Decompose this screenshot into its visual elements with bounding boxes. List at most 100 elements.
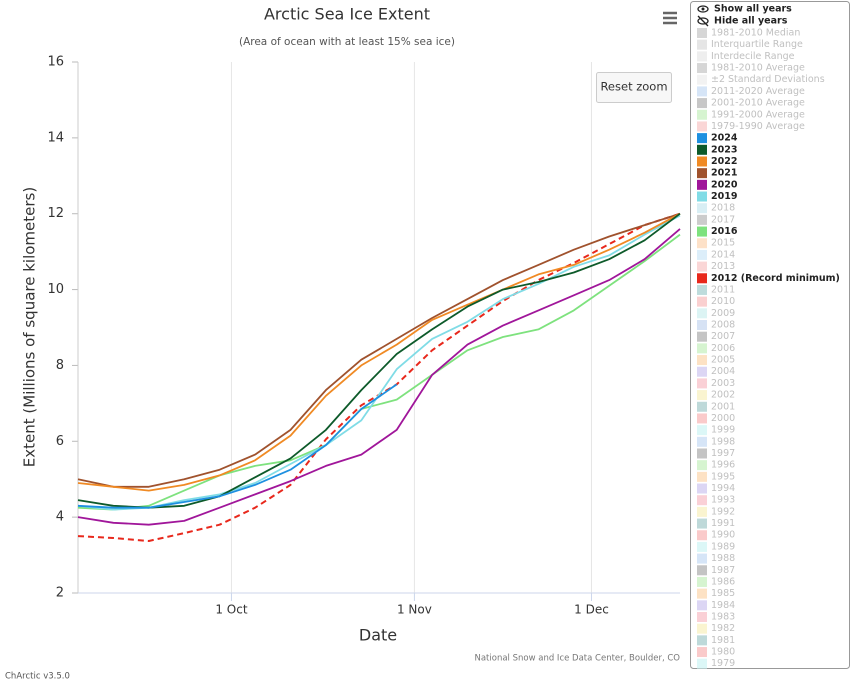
legend-item[interactable]: 2001 [697, 401, 735, 412]
hide-all[interactable]: Hide all years [697, 16, 788, 27]
show-all[interactable]: Show all years [697, 4, 792, 15]
legend-item[interactable]: 2013 [697, 261, 735, 272]
reset-zoom[interactable]: Reset zoom [596, 72, 672, 103]
legend-item[interactable]: 1993 [697, 495, 735, 506]
legend-label[interactable]: 1982 [711, 623, 735, 634]
legend-label[interactable]: 1979-1990 Average [711, 121, 805, 132]
reset-zoom-button[interactable] [596, 72, 672, 103]
legend-label[interactable]: 1991-2000 Average [711, 109, 805, 120]
legend-label[interactable]: 2003 [711, 378, 735, 389]
legend-label[interactable]: 2010 [711, 296, 735, 307]
legend-item[interactable]: 1986 [697, 576, 735, 587]
legend-item[interactable]: 2006 [697, 343, 735, 354]
legend-label[interactable]: 1989 [711, 541, 735, 552]
legend-item[interactable]: 2000 [697, 413, 735, 424]
legend-item[interactable]: 1980 [697, 647, 735, 658]
legend-label[interactable]: Interquartile Range [711, 39, 803, 50]
reset-zoom-label[interactable]: Reset zoom [600, 80, 667, 94]
legend-label[interactable]: 1994 [711, 483, 735, 494]
legend-label[interactable]: 1991 [711, 518, 735, 529]
legend-item[interactable]: 1983 [697, 612, 735, 623]
show-all-label[interactable]: Show all years [714, 4, 792, 15]
legend-item[interactable]: 1999 [697, 425, 735, 436]
legend-label[interactable]: 2002 [711, 390, 735, 401]
legend-label[interactable]: 1990 [711, 530, 735, 541]
legend-label[interactable]: 2017 [711, 214, 735, 225]
legend-item[interactable]: 1997 [697, 448, 735, 459]
legend-item[interactable]: 1979-1990 Average [697, 121, 805, 132]
legend-label[interactable]: 1996 [711, 460, 735, 471]
legend-label[interactable]: 1995 [711, 471, 735, 482]
legend-item[interactable]: 2015 [697, 238, 735, 249]
legend-item[interactable]: 2024 [697, 133, 738, 144]
legend-label[interactable]: 2013 [711, 261, 735, 272]
legend-item[interactable]: 1996 [697, 460, 735, 471]
legend-item[interactable]: 1982 [697, 623, 735, 634]
legend-label[interactable]: 2006 [711, 343, 735, 354]
legend-label[interactable]: 2011-2020 Average [711, 86, 805, 97]
legend-item[interactable]: 2011-2020 Average [697, 86, 805, 97]
legend-item[interactable]: 2007 [697, 331, 735, 342]
legend-label[interactable]: 2012 (Record minimum) [711, 273, 840, 284]
legend-item[interactable]: Interdecile Range [697, 51, 795, 62]
legend-item[interactable]: 2003 [697, 378, 735, 389]
legend-label[interactable]: 2009 [711, 308, 735, 319]
legend-label[interactable]: 1992 [711, 506, 735, 517]
legend-item[interactable]: 2001-2010 Average [697, 98, 805, 109]
legend-item[interactable]: 1991-2000 Average [697, 109, 805, 120]
legend-label[interactable]: 1993 [711, 495, 735, 506]
legend-label[interactable]: 1983 [711, 612, 735, 623]
legend-item[interactable]: 1985 [697, 588, 735, 599]
legend-label[interactable]: 1986 [711, 576, 735, 587]
legend-item[interactable]: 2014 [697, 249, 735, 260]
legend-label[interactable]: ±2 Standard Deviations [711, 74, 825, 85]
legend-item[interactable]: 1981-2010 Average [697, 63, 805, 74]
legend-item[interactable]: 1981 [697, 635, 735, 646]
legend-label[interactable]: 1997 [711, 448, 735, 459]
legend-item[interactable]: Interquartile Range [697, 39, 803, 50]
legend-label[interactable]: 1984 [711, 600, 735, 611]
legend-item[interactable]: 1998 [697, 436, 735, 447]
legend-item[interactable]: 2017 [697, 214, 735, 225]
legend-item[interactable]: 2021 [697, 168, 737, 179]
legend-label[interactable]: 2008 [711, 320, 735, 331]
legend-item[interactable]: 1979 [697, 658, 735, 669]
legend-label[interactable]: 1981-2010 Median [711, 28, 800, 39]
legend-label[interactable]: 1998 [711, 436, 735, 447]
legend-label[interactable]: 1999 [711, 425, 735, 436]
legend-label[interactable]: 2018 [711, 203, 735, 214]
legend-label[interactable]: 2024 [711, 133, 738, 144]
legend-item[interactable]: 1984 [697, 600, 735, 611]
legend-item[interactable]: 2004 [697, 366, 735, 377]
legend-item[interactable]: 2010 [697, 296, 735, 307]
legend-label[interactable]: Interdecile Range [711, 51, 795, 62]
legend-label[interactable]: 2023 [711, 144, 737, 155]
legend-item[interactable]: 1990 [697, 530, 735, 541]
legend-item[interactable]: 2011 [697, 284, 735, 295]
legend-item[interactable]: 1992 [697, 506, 735, 517]
legend-item[interactable]: 1981-2010 Median [697, 28, 800, 39]
legend-item[interactable]: 1989 [697, 541, 735, 552]
legend-item[interactable]: 2009 [697, 308, 735, 319]
legend-item[interactable]: 1994 [697, 483, 735, 494]
legend-item[interactable]: 2012 (Record minimum) [697, 273, 840, 284]
legend-item[interactable]: 2020 [697, 179, 738, 190]
legend-item[interactable]: 1987 [697, 565, 735, 576]
legend-label[interactable]: 2014 [711, 249, 735, 260]
legend-label[interactable]: 2007 [711, 331, 735, 342]
legend-label[interactable]: 1987 [711, 565, 735, 576]
legend-item[interactable]: 2019 [697, 191, 737, 202]
legend-label[interactable]: 2001-2010 Average [711, 98, 805, 109]
legend-item[interactable]: 2018 [697, 203, 735, 214]
legend-label[interactable]: 2016 [711, 226, 738, 237]
legend-item[interactable]: 2008 [697, 320, 735, 331]
legend-label[interactable]: 2004 [711, 366, 735, 377]
legend-label[interactable]: 2000 [711, 413, 735, 424]
legend-label[interactable]: 1981 [711, 635, 735, 646]
legend-label[interactable]: 2021 [711, 168, 737, 179]
legend-item[interactable]: 2022 [697, 156, 737, 167]
legend-label[interactable]: 1980 [711, 647, 735, 658]
legend-item[interactable]: 1991 [697, 518, 735, 529]
legend-label[interactable]: 1979 [711, 658, 735, 669]
legend-label[interactable]: 2022 [711, 156, 737, 167]
